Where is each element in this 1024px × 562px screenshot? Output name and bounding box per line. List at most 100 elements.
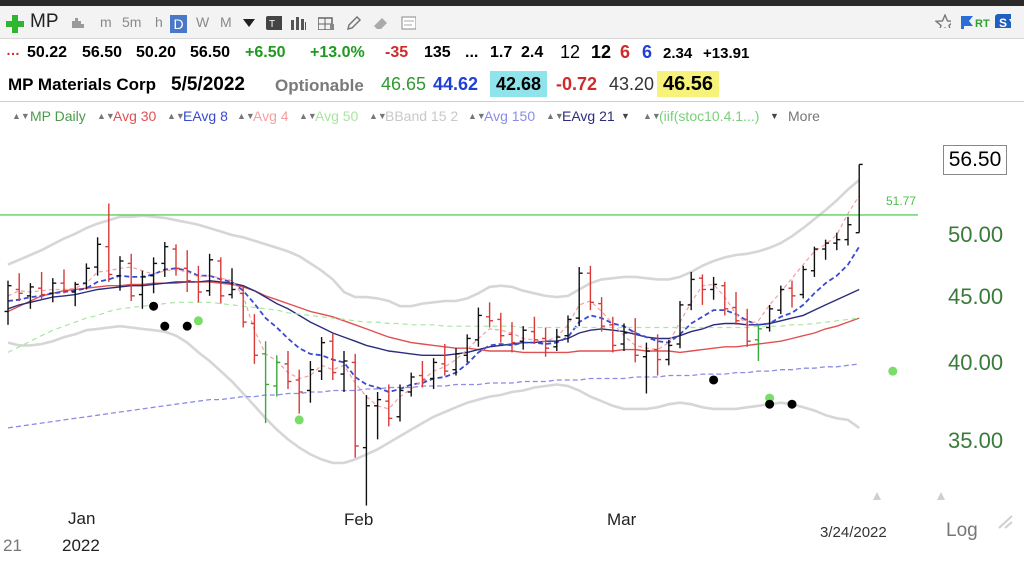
legend-dropdown-icon[interactable]: ▼ [621, 111, 630, 121]
optionable-label: Optionable [275, 76, 364, 95]
signal-dot [193, 316, 203, 326]
ohlc-bar [452, 348, 460, 376]
header-divider [0, 101, 1024, 102]
ohlc-bar [351, 353, 359, 458]
realtime-badge[interactable]: RT [975, 18, 990, 30]
ohlc-bar [530, 316, 538, 345]
ohlc-bar [620, 323, 628, 352]
price-chart[interactable] [0, 128, 1024, 562]
y-tick-50: 50.00 [948, 222, 1004, 247]
window-top-strip [0, 0, 1024, 6]
timeframe-weekly-button[interactable]: W [196, 14, 210, 30]
legend-arrow-icon: ▲▼ [643, 111, 661, 121]
ohlc-bar [542, 327, 550, 357]
ohlc-bar [519, 326, 527, 350]
ohlc-bar [71, 281, 79, 307]
legend-item-eavg8[interactable]: EAvg 8 [183, 108, 228, 124]
add-symbol-plus-icon[interactable] [6, 15, 24, 33]
pencil-icon[interactable] [346, 16, 362, 30]
symbol-input[interactable]: MP [30, 11, 59, 32]
quote-v8: 6 [642, 42, 653, 62]
ohlc-bar [340, 351, 348, 392]
current-date-label: 3/24/2022 [820, 524, 887, 541]
legend-item-stoc[interactable]: (iif(stoc10.4.1...) [659, 108, 760, 124]
quote-row: … 50.22 56.50 50.20 56.50 +6.50 +13.0% -… [0, 40, 1024, 66]
legend-item-avg30[interactable]: Avg 30 [113, 108, 157, 124]
ohlc-bar [127, 253, 135, 302]
high-value: 56.50 [82, 44, 123, 61]
info-p2: 44.62 [433, 74, 479, 94]
legend-item-eavg21[interactable]: EAvg 21 [562, 108, 615, 124]
info-row: MP Materials Corp 5/5/2022 Optionable 46… [0, 70, 1024, 98]
ohlc-bar [586, 265, 594, 311]
ohlc-bar [217, 257, 225, 304]
ohlc-bar [631, 318, 639, 363]
eraser-icon[interactable] [373, 16, 389, 30]
ohlc-bar [855, 163, 863, 234]
ohlc-bar [262, 341, 270, 424]
log-scale-toggle[interactable]: Log [946, 520, 978, 541]
ohlc-bar [687, 271, 695, 311]
timeframe-hour-button[interactable]: h [155, 14, 163, 30]
y-tick-45: 45.00 [948, 284, 1004, 309]
info-p5: 43.20 [609, 74, 655, 94]
quote-v5: 12 [560, 42, 581, 62]
grid-icon[interactable] [318, 16, 334, 30]
ohlc-bar-layer [4, 163, 863, 506]
horizontal-line-label: 51.77 [886, 194, 917, 208]
flag-icon[interactable] [960, 15, 976, 29]
legend-item-avg150[interactable]: Avg 150 [484, 108, 536, 124]
dropdown-icon[interactable] [243, 19, 259, 33]
ohlc-bar [194, 265, 202, 303]
series-line-bband-15-2-lower [7, 324, 860, 465]
timeframe-daily-button[interactable]: D [170, 15, 187, 33]
ohlc-bar [418, 360, 426, 388]
series-line-bband-15-2-upper [7, 179, 861, 308]
bars-icon[interactable] [290, 16, 306, 30]
legend-item-avg50[interactable]: Avg 50 [315, 108, 359, 124]
hand-icon[interactable] [70, 16, 86, 30]
x-label-year: 2022 [62, 536, 100, 555]
quote-v10: +13.91 [703, 45, 750, 62]
legend-item-mp-daily[interactable]: MP Daily [30, 108, 86, 124]
signal-dot [709, 375, 719, 385]
ohlc-bar [508, 322, 516, 353]
ohlc-bar [732, 292, 740, 325]
timeframe-monthly-button[interactable]: M [220, 14, 232, 30]
signal-dot-layer [149, 301, 898, 425]
ohlc-bar [49, 278, 57, 303]
ohlc-bar [396, 384, 404, 422]
ohlc-bar [441, 344, 449, 376]
series-line-eavg-21 [7, 279, 860, 356]
current-price-label: 56.50 [943, 145, 1007, 175]
signal-dot [787, 399, 797, 409]
ohlc-bar [38, 271, 46, 300]
close-value: 56.50 [190, 44, 231, 61]
quote-marker: … [6, 42, 20, 58]
svg-text:T: T [269, 19, 275, 30]
company-name: MP Materials Corp [8, 75, 157, 94]
ohlc-bar [575, 267, 583, 327]
note-icon[interactable] [400, 16, 416, 30]
scroll-up-arrow-icon [937, 492, 945, 500]
ohlc-bar [172, 244, 180, 276]
legend-more-button[interactable]: More [788, 108, 820, 124]
quote-v7: 6 [620, 42, 631, 62]
legend-item-bband[interactable]: BBand 15 2 [385, 108, 459, 124]
ohlc-bar [799, 265, 807, 299]
ohlc-bar [206, 253, 214, 296]
ohlc-bar [150, 257, 158, 294]
scroll-up-arrow-icon [873, 492, 881, 500]
x-label-jan: Jan [68, 509, 96, 528]
ohlc-bar [94, 237, 102, 276]
text-icon[interactable]: T [266, 16, 282, 30]
timeframe-5m-button[interactable]: 5m [122, 14, 142, 30]
timeframe-1m-button[interactable]: m [100, 14, 112, 30]
quote-v3: 1.7 [490, 44, 513, 61]
ohlc-bar [564, 315, 572, 343]
settings-icon[interactable]: S [995, 14, 1011, 28]
star-icon[interactable] [935, 14, 951, 28]
legend-arrow-icon: ▲▼ [546, 111, 564, 121]
legend-dropdown-icon[interactable]: ▼ [770, 111, 779, 121]
legend-item-avg4[interactable]: Avg 4 [253, 108, 289, 124]
